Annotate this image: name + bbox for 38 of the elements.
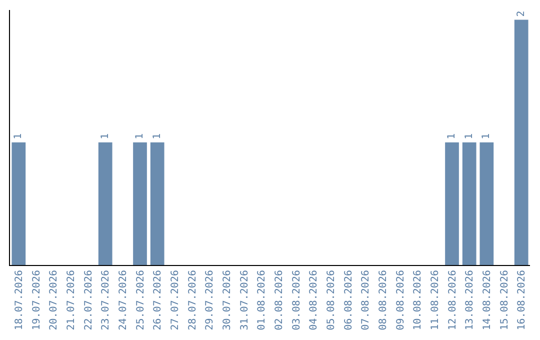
data-label: 1 [446, 133, 458, 140]
x-tick-label: 11.08.2026 [430, 270, 441, 330]
x-tick-label: 31.07.2026 [239, 270, 250, 330]
x-tick-label: 23.07.2026 [100, 270, 112, 330]
x-tick-label: 01.08.2026 [256, 270, 268, 330]
x-tick-label: 30.07.2026 [222, 270, 233, 330]
data-label: 2 [516, 10, 527, 17]
x-tick-label: 09.08.2026 [395, 270, 406, 330]
x-tick-label: 15.08.2026 [499, 270, 510, 330]
x-tick-label: 24.07.2026 [118, 270, 129, 330]
data-label: 1 [13, 133, 24, 140]
x-tick-label: 21.07.2026 [66, 270, 77, 330]
x-tick-label: 06.08.2026 [343, 270, 354, 330]
x-tick-label: 13.08.2026 [464, 270, 476, 330]
x-tick-label: 14.08.2026 [482, 270, 493, 330]
data-label: 1 [134, 133, 146, 140]
x-tick-label: 29.07.2026 [204, 270, 216, 330]
x-tick-label: 07.08.2026 [360, 270, 372, 330]
data-label: 1 [464, 133, 475, 140]
x-tick-label: 02.08.2026 [274, 270, 285, 330]
x-tick-label: 08.08.2026 [378, 270, 389, 330]
x-tick-label: 20.07.2026 [48, 270, 60, 330]
data-label: 1 [152, 133, 163, 140]
data-label: 1 [100, 133, 111, 140]
x-tick-label: 16.08.2026 [516, 270, 528, 330]
data-label: 1 [481, 133, 492, 140]
x-tick-label: 18.07.2026 [14, 270, 25, 330]
x-tick-label: 22.07.2026 [83, 270, 94, 330]
x-tick-label: 26.07.2026 [152, 270, 164, 330]
x-tick-label: 05.08.2026 [326, 270, 337, 330]
x-tick-label: 12.08.2026 [447, 270, 458, 330]
x-tick-label: 04.08.2026 [308, 270, 320, 330]
x-tick-label: 25.07.2026 [135, 270, 146, 330]
x-tick-label: 03.08.2026 [291, 270, 302, 330]
x-tick-label: 27.07.2026 [170, 270, 181, 330]
x-tick-label: 19.07.2026 [31, 270, 42, 330]
x-tick-label: 10.08.2026 [412, 270, 424, 330]
x-tick-label: 28.07.2026 [187, 270, 198, 330]
